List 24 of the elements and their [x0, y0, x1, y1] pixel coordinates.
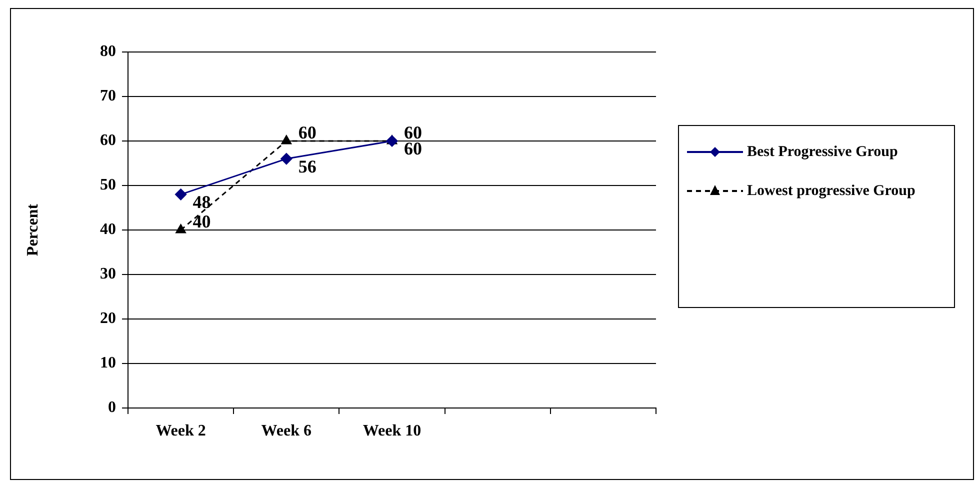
x-tick-label: Week 2	[156, 422, 206, 440]
y-tick-label: 10	[100, 354, 116, 372]
y-tick-label: 50	[100, 176, 116, 194]
y-tick-label: 70	[100, 88, 116, 105]
legend-label: Best Progressive Group	[747, 144, 898, 161]
y-tick-label: 30	[100, 266, 116, 283]
point	[175, 188, 187, 200]
x-tick-label: Week 6	[261, 422, 312, 440]
data-label: 40	[192, 212, 211, 232]
data-label: 60	[298, 122, 316, 143]
y-tick-label: 80	[100, 43, 116, 60]
y-tick-label: 60	[100, 132, 116, 150]
y-tick-label: 20	[100, 310, 116, 328]
y-axis-title: Percent	[24, 203, 42, 256]
legend-label: Lowest progressive Group	[747, 183, 916, 200]
data-label: 56	[298, 156, 316, 176]
point	[176, 224, 186, 234]
x-tick-label: Week 10	[362, 422, 422, 440]
y-tick-label: 40	[100, 221, 116, 238]
data-label: 48	[192, 192, 211, 212]
y-tick-label: 0	[108, 399, 116, 416]
point	[386, 135, 398, 147]
point	[280, 153, 292, 165]
point	[281, 135, 292, 144]
